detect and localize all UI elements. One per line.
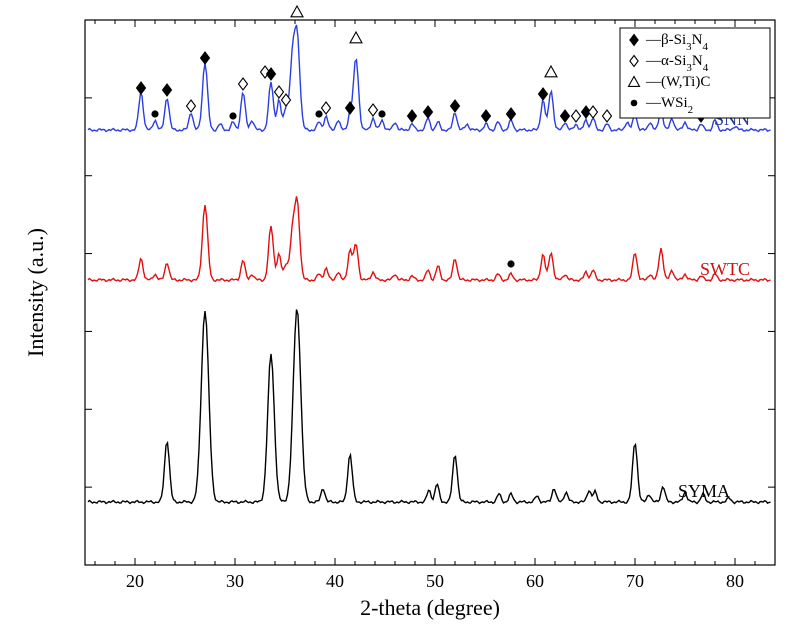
y-axis-label: Intensity (a.u.) [23, 228, 48, 357]
series-label-SYMA: SYMA [678, 481, 730, 501]
x-tick-label: 70 [626, 571, 644, 591]
svg-text:—(W,Ti)C: —(W,Ti)C [645, 74, 710, 90]
peak-marker [291, 6, 303, 17]
x-tick-label: 50 [426, 571, 444, 591]
x-tick-label: 20 [126, 571, 144, 591]
x-tick-label: 80 [726, 571, 744, 591]
x-axis-label: 2-theta (degree) [360, 595, 500, 620]
xrd-chart: 20 30 40 50 60 70 80 2-theta (degree) Intensity … [0, 0, 800, 625]
peak-marker [151, 110, 158, 117]
x-tick-label: 60 [526, 571, 544, 591]
series-label-SWTC: SWTC [700, 259, 750, 279]
x-tick-label: 40 [326, 571, 344, 591]
x-tick-label: 30 [226, 571, 244, 591]
peak-marker [507, 260, 514, 267]
peak-marker [378, 110, 385, 117]
peak-marker [315, 110, 322, 117]
peak-marker [229, 112, 236, 119]
